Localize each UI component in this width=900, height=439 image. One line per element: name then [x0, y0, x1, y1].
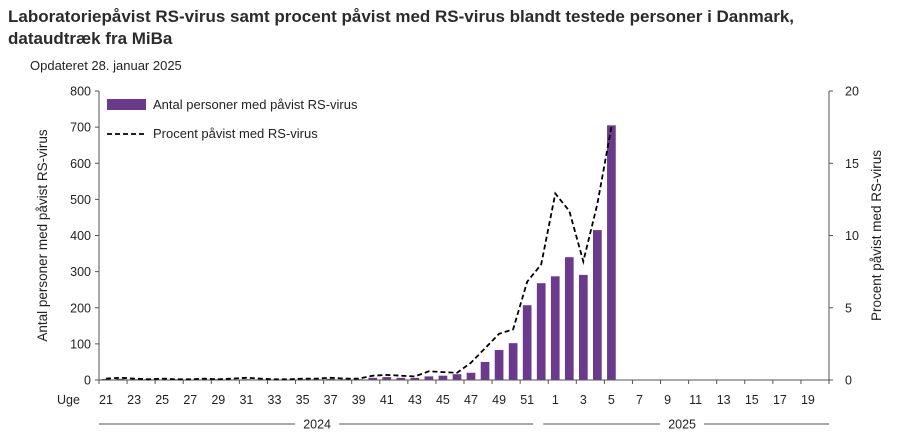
- legend-line-label: Procent påvist med RS-virus: [153, 126, 318, 141]
- bar-week-22: [115, 378, 125, 380]
- left-tick-label: 300: [70, 265, 91, 279]
- x-tick-label: 25: [155, 393, 169, 407]
- x-tick-label: 33: [268, 393, 282, 407]
- year-label-2025: 2025: [668, 418, 696, 432]
- x-tick-label: 5: [608, 393, 615, 407]
- bar-week-1: [550, 276, 560, 380]
- x-tick-label: 13: [717, 393, 731, 407]
- legend-bar-swatch: [107, 99, 146, 110]
- x-tick-label: 35: [296, 393, 310, 407]
- x-tick-label: 41: [380, 393, 394, 407]
- chart-subtitle: Opdateret 28. januar 2025: [30, 58, 182, 73]
- x-tick-label: 17: [773, 393, 787, 407]
- right-axis-title: Procent påvist med RS-virus: [869, 150, 884, 321]
- bar-week-37: [326, 378, 335, 380]
- bar-week-48: [480, 361, 490, 380]
- left-tick-label: 400: [70, 229, 91, 243]
- left-tick-label: 100: [70, 337, 91, 351]
- right-tick-label: 5: [845, 301, 852, 315]
- bar-series: [101, 125, 616, 380]
- left-tick-label: 0: [84, 374, 91, 388]
- left-axis-title: Antal personer med påvist RS-virus: [35, 129, 50, 342]
- x-prefix-label: Uge: [57, 393, 80, 407]
- bar-week-21: [101, 378, 111, 380]
- bar-week-5: [607, 125, 616, 380]
- x-tick-label: 21: [99, 393, 113, 407]
- left-tick-label: 200: [70, 301, 91, 315]
- percent-line: [105, 126, 613, 381]
- x-tick-label: 49: [492, 393, 506, 407]
- x-tick-label: 3: [580, 393, 587, 407]
- bar-week-50: [508, 343, 518, 380]
- x-tick-label: 19: [801, 393, 815, 407]
- legend-bar-label: Antal personer med påvist RS-virus: [153, 97, 358, 112]
- x-tick-label: 29: [211, 393, 225, 407]
- x-tick-label: 23: [127, 393, 141, 407]
- bar-week-51: [522, 305, 532, 380]
- bar-week-46: [452, 374, 462, 380]
- bar-week-43: [410, 377, 420, 380]
- right-tick-label: 15: [845, 157, 859, 171]
- x-tick-label: 37: [324, 393, 338, 407]
- bar-week-49: [494, 350, 504, 380]
- x-tick-label: 43: [408, 393, 422, 407]
- bar-week-52: [536, 283, 546, 380]
- x-tick-label: 47: [464, 393, 478, 407]
- right-tick-label: 10: [845, 229, 859, 243]
- x-tick-label: 11: [689, 393, 702, 407]
- year-label-2024: 2024: [303, 418, 331, 432]
- left-tick-label: 800: [70, 85, 91, 99]
- x-tick-label: 7: [636, 393, 643, 407]
- bar-week-47: [466, 372, 476, 380]
- left-tick-label: 700: [70, 121, 91, 135]
- bar-week-40: [368, 377, 378, 380]
- x-tick-label: 31: [239, 393, 253, 407]
- chart-legend: Antal personer med påvist RS-virus Procen…: [107, 97, 358, 141]
- bar-week-41: [382, 377, 392, 380]
- x-tick-label: 27: [183, 393, 197, 407]
- x-tick-label: 15: [745, 393, 759, 407]
- right-tick-label: 20: [845, 85, 859, 99]
- left-tick-label: 600: [70, 157, 91, 171]
- x-tick-label: 39: [352, 393, 366, 407]
- bar-week-3: [578, 274, 588, 380]
- x-tick-label: 9: [664, 393, 671, 407]
- x-tick-label: 51: [520, 393, 534, 407]
- right-tick-label: 0: [845, 374, 852, 388]
- bar-week-2: [564, 257, 574, 380]
- x-tick-label: 1: [552, 393, 559, 407]
- bar-week-4: [593, 230, 602, 380]
- line-series: [105, 126, 613, 381]
- x-tick-label: 45: [436, 393, 450, 407]
- bar-week-45: [438, 375, 448, 380]
- chart-title: Laboratoriepåvist RS-virus samt procent …: [8, 7, 795, 48]
- bar-week-42: [396, 377, 406, 380]
- left-tick-label: 500: [70, 193, 91, 207]
- bar-week-44: [424, 376, 434, 380]
